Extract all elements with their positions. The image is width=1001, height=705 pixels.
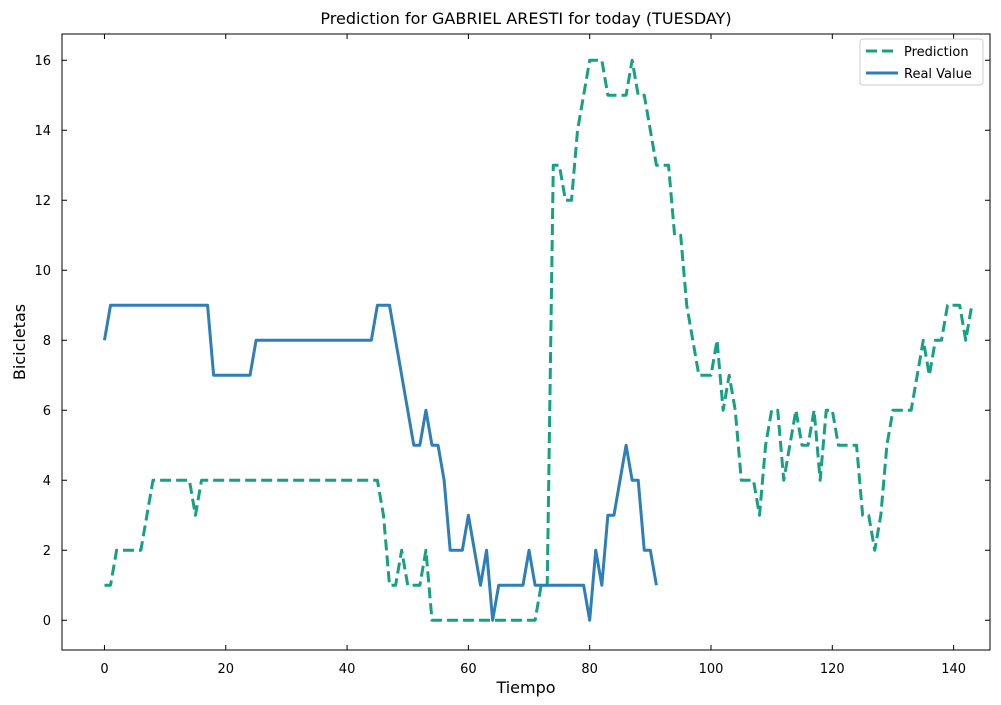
chart-title: Prediction for GABRIEL ARESTI for today … [320, 9, 731, 28]
legend: Prediction Real Value [859, 38, 984, 86]
series-line-prediction [104, 58, 974, 622]
x-axis-label: Tiempo [495, 678, 555, 697]
x-tick-label: 120 [820, 662, 845, 677]
y-tick-label: 0 [43, 614, 51, 629]
y-tick-label: 12 [34, 194, 51, 209]
y-tick-label: 4 [43, 474, 51, 489]
plot-frame [61, 33, 991, 651]
y-tick-label: 6 [43, 404, 51, 419]
plot-area [102, 58, 974, 622]
x-tick-label: 80 [581, 662, 598, 677]
y-tick-label: 2 [43, 544, 51, 559]
x-axis: 0 20 40 60 80 100 120 140 [100, 34, 966, 677]
x-tick-label: 0 [100, 662, 108, 677]
y-axis: 0 2 4 6 8 10 12 14 16 [34, 54, 990, 629]
x-tick-label: 40 [339, 662, 356, 677]
legend-label-real-value: Real Value [904, 67, 972, 82]
y-axis-label: Bicicletas [10, 304, 29, 380]
x-tick-label: 100 [699, 662, 724, 677]
x-tick-label: 140 [941, 662, 966, 677]
x-tick-label: 20 [217, 662, 234, 677]
y-tick-label: 16 [34, 54, 51, 69]
legend-label-prediction: Prediction [904, 45, 969, 60]
y-tick-label: 14 [34, 124, 51, 139]
x-tick-label: 60 [460, 662, 477, 677]
y-tick-label: 8 [43, 334, 51, 349]
series-line-real-value [102, 303, 658, 622]
y-tick-label: 10 [34, 264, 51, 279]
